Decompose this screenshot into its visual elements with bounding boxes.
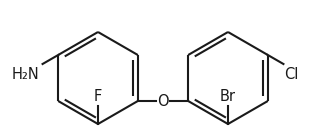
- Text: H₂N: H₂N: [12, 67, 40, 82]
- Text: O: O: [157, 94, 169, 109]
- Text: F: F: [94, 89, 102, 104]
- Text: Cl: Cl: [285, 67, 299, 82]
- Text: Br: Br: [220, 89, 236, 104]
